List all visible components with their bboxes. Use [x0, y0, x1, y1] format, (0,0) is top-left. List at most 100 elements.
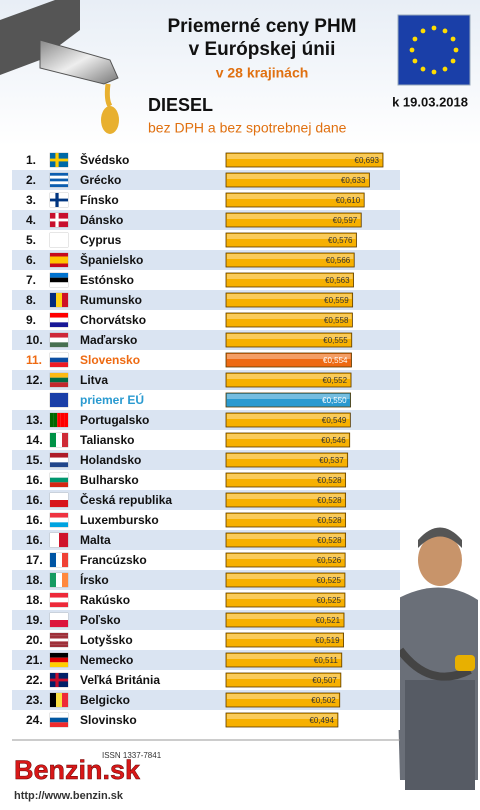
bar-shine	[227, 514, 345, 519]
bar	[225, 352, 352, 368]
subtitle: v 28 krajinách	[216, 65, 309, 81]
flag-stripe	[57, 413, 61, 427]
rank: 19.	[26, 613, 43, 627]
value-label: €0,554	[323, 356, 348, 365]
flag	[49, 652, 69, 668]
country-name: Malta	[80, 533, 111, 547]
flag-stripe	[50, 282, 68, 287]
flag-stripe	[50, 473, 68, 478]
value-label: €0,558	[324, 316, 349, 325]
flag	[49, 292, 69, 308]
rank: 22.	[26, 673, 43, 687]
star	[431, 25, 437, 31]
flag-stripe	[50, 597, 68, 603]
flag	[49, 232, 69, 248]
star	[442, 28, 448, 34]
flag-stripe	[50, 522, 68, 527]
flag-stripe	[50, 413, 54, 427]
star	[420, 66, 426, 72]
flag-stripe	[50, 722, 68, 727]
flag-stripe	[50, 633, 68, 636]
rank: 21.	[26, 653, 43, 667]
value-label: €0,511	[314, 656, 338, 665]
country-name: Nemecko	[80, 653, 133, 667]
bar	[225, 312, 353, 328]
flag-stripe	[50, 453, 68, 458]
flag	[49, 712, 69, 728]
country-name: Holandsko	[80, 453, 141, 467]
flag	[49, 672, 69, 688]
flag-stripe	[53, 413, 58, 427]
bar-shine	[227, 594, 344, 599]
flag-stripe	[50, 181, 68, 185]
value-label: €0,566	[326, 256, 351, 265]
flag-stripe	[50, 713, 68, 718]
flag	[49, 272, 69, 288]
bar-shine	[227, 694, 339, 699]
flag-stripe	[50, 393, 68, 407]
bar	[225, 372, 352, 388]
flag	[49, 152, 69, 168]
value-label: €0,525	[316, 596, 341, 605]
star	[450, 36, 456, 42]
flag-stripe	[50, 513, 68, 518]
bar	[225, 172, 370, 188]
flag-stripe	[56, 433, 62, 447]
bar-shine	[227, 354, 351, 359]
flag-cross	[50, 218, 68, 222]
star	[409, 47, 415, 53]
rank: 23.	[26, 693, 43, 707]
value-label: €0,519	[315, 636, 340, 645]
rank: 15.	[26, 453, 43, 467]
country-name: Španielsko	[80, 252, 143, 267]
bar-shine	[227, 274, 353, 279]
flag-stripe	[50, 657, 68, 663]
rank: 16.	[26, 493, 43, 507]
flag	[49, 392, 69, 408]
value-label: €0,528	[317, 476, 342, 485]
rank: 6.	[26, 253, 36, 267]
flag-stripe	[50, 293, 56, 307]
flag-stripe	[50, 517, 68, 523]
flag-stripe	[50, 644, 68, 647]
value-label: €0,550	[322, 396, 347, 405]
flag-stripe	[50, 662, 68, 667]
star	[453, 47, 459, 53]
flag-stripe	[50, 322, 68, 327]
bar-shine	[227, 574, 344, 579]
flag-stripe	[50, 641, 68, 645]
bar	[225, 512, 347, 528]
flag	[49, 252, 69, 268]
bar	[225, 432, 351, 448]
flag-stripe	[59, 533, 68, 547]
value-label: €0,528	[317, 536, 342, 545]
rank: 1.	[26, 153, 36, 167]
flag-stripe	[56, 553, 62, 567]
bar-shine	[227, 334, 351, 339]
flag-cross	[55, 673, 59, 687]
flag	[49, 372, 69, 388]
flag	[49, 632, 69, 648]
value-label: €0,537	[319, 456, 344, 465]
bar-shine	[227, 214, 361, 219]
rank: 9.	[26, 313, 36, 327]
value-label: €0,521	[316, 616, 341, 625]
row-background	[12, 690, 400, 710]
flag-stripe	[50, 457, 68, 463]
rank: 13.	[26, 413, 43, 427]
flag	[49, 552, 69, 568]
rank: 10.	[26, 333, 43, 347]
flag-stripe	[50, 693, 56, 707]
bar-shine	[227, 474, 345, 479]
bar	[225, 192, 365, 208]
rank: 17.	[26, 553, 43, 567]
flag-stripe	[62, 573, 68, 587]
worker-figure	[395, 527, 478, 790]
flag	[49, 592, 69, 608]
rank: 7.	[26, 273, 36, 287]
url: http://www.benzin.sk	[14, 790, 124, 802]
star	[442, 66, 448, 72]
flag-stripe	[50, 477, 68, 483]
country-name: Belgicko	[80, 693, 130, 707]
bar-shine	[227, 234, 356, 239]
